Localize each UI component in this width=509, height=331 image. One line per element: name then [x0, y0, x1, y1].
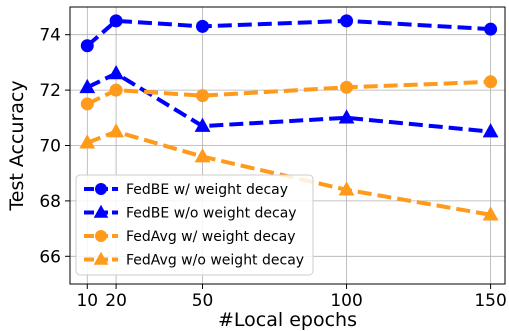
legend-item: FedAvg w/o weight decay	[84, 251, 304, 269]
y-tick-label: 74	[39, 26, 61, 46]
series-2	[80, 75, 498, 111]
data-point	[79, 134, 96, 149]
series-layer	[79, 14, 499, 221]
legend-item: FedBE w/ weight decay	[84, 182, 288, 198]
x-tick-label: 10	[76, 291, 98, 311]
data-point	[109, 83, 123, 97]
data-point	[93, 204, 109, 218]
data-point	[484, 75, 498, 89]
data-point	[340, 14, 354, 28]
x-tick-label: 50	[192, 291, 214, 311]
series-line	[85, 18, 491, 48]
y-tick-label: 70	[39, 137, 61, 157]
series-0	[80, 14, 498, 53]
data-point	[194, 148, 211, 163]
data-point	[194, 117, 211, 132]
data-point	[95, 183, 107, 195]
data-point	[482, 123, 499, 138]
data-point	[79, 78, 96, 94]
data-point	[482, 206, 499, 221]
x-tick-label: 20	[105, 291, 127, 311]
data-point	[196, 89, 210, 103]
series-3	[79, 123, 499, 221]
legend-label: FedBE w/ weight decay	[126, 182, 288, 198]
data-point	[95, 230, 107, 242]
data-point	[340, 80, 354, 94]
x-axis-label: #Local epochs	[218, 309, 357, 331]
data-point	[338, 181, 355, 196]
series-1	[79, 65, 499, 138]
data-point	[196, 19, 210, 33]
data-point	[108, 123, 125, 138]
data-point	[338, 109, 355, 124]
legend-box	[75, 174, 314, 276]
data-point	[80, 97, 94, 111]
x-tick-label: 150	[474, 291, 506, 311]
legend-item: FedAvg w/ weight decay	[84, 229, 296, 245]
legend: FedBE w/ weight decay FedBE w/o weight de…	[75, 174, 314, 276]
legend-label: FedBE w/o weight decay	[126, 206, 297, 222]
data-point	[109, 14, 123, 28]
data-point	[108, 65, 125, 80]
legend-label: FedAvg w/o weight decay	[126, 253, 304, 269]
y-tick-label: 66	[39, 247, 61, 267]
y-tick-label: 72	[39, 81, 61, 101]
y-tick-label: 68	[39, 192, 61, 212]
series-line	[86, 79, 491, 106]
legend-label: FedAvg w/ weight decay	[126, 229, 296, 245]
x-tick-label: 100	[330, 291, 362, 311]
data-point	[484, 22, 498, 36]
data-point	[93, 251, 109, 265]
y-axis-label: Test Accuracy	[6, 80, 28, 211]
ticks: 10 20 50 100 150 66 68 70 72 74	[39, 26, 506, 311]
legend-item: FedBE w/o weight decay	[84, 204, 297, 222]
data-point	[80, 39, 94, 53]
